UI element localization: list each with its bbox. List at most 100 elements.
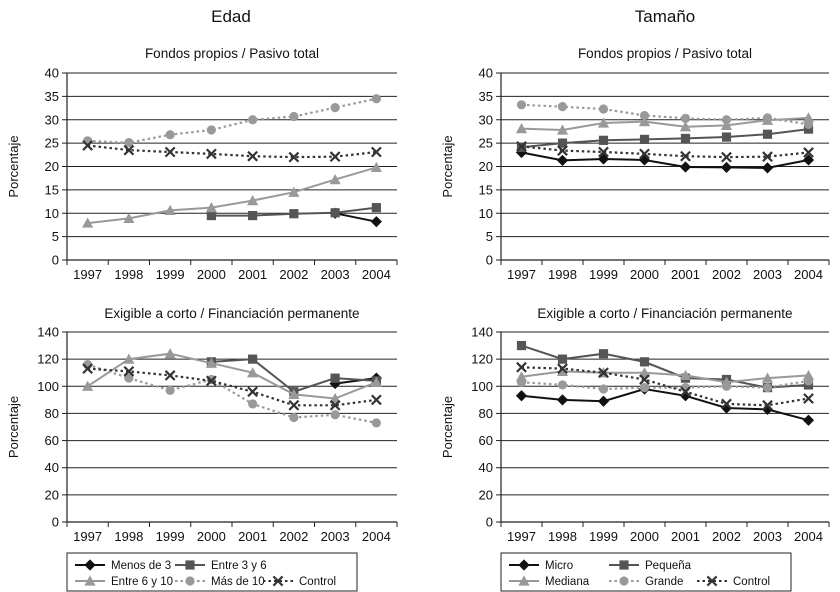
series-line [87,166,377,225]
y-tick-label: 5 [52,229,59,244]
x-tick-label: 2003 [321,267,350,282]
legend-label: Control [299,576,336,588]
chart-panel-tamano-exigible: 0 20 40 60 80 100 120 140 1997 1998 1999 2000 2001 20… [440,306,830,544]
data-point [82,363,94,375]
y-tick-label: 40 [479,66,493,81]
y-tick-label: 5 [486,229,493,244]
series-control [82,363,382,411]
y-tick-label: 0 [52,515,59,530]
data-point [639,383,650,393]
y-tick-label: 120 [37,352,59,367]
y-axis-label: Porcentaje [440,396,455,458]
x-tick-label: 2002 [712,529,741,544]
series-line [521,366,809,407]
x-tick-label: 2001 [238,529,267,544]
x-tick-label: 1999 [589,267,618,282]
data-point [679,161,692,173]
legend-item: Control [697,575,770,588]
data-point [762,151,773,163]
data-point [330,373,340,383]
x-tick-label: 2003 [321,529,350,544]
legend-edad: Menos de 3 Entre 3 y 6 Entre 6 y 10 Más de … [66,552,358,592]
y-tick-label: 80 [479,406,493,421]
series-line [521,370,809,384]
data-point [639,374,650,385]
data-point [165,385,175,395]
data-point [370,394,382,406]
data-point [639,110,650,121]
y-tick-label: 30 [45,112,59,127]
x-tick-label: 2003 [753,267,782,282]
y-tick-label: 40 [45,66,59,81]
x-tick-label: 2004 [794,267,823,282]
y-tick-label: 0 [486,515,493,530]
data-point [598,146,609,158]
y-tick-label: 60 [45,433,59,448]
data-point [371,94,381,104]
series-line [521,387,809,422]
y-axis-label: Porcentaje [6,396,21,458]
data-point [247,195,259,206]
data-point [329,151,341,163]
data-point [720,119,733,130]
column-title-edad: Edad [211,7,251,26]
data-point [248,115,258,125]
y-tick-label: 20 [45,159,59,174]
series-line [521,151,809,169]
data-point [803,124,814,134]
data-point [370,216,382,228]
series-line [334,377,377,385]
panel-title: Exigible a corto / Financiación permanen… [537,306,792,321]
data-point [639,357,650,367]
data-point [762,399,773,411]
series-control [516,361,814,411]
legend-box [500,552,792,592]
data-point [164,348,176,359]
y-tick-label: 15 [45,182,59,197]
x-tick-label: 1998 [548,267,577,282]
x-tick-label: 1998 [114,529,143,544]
data-point [598,349,609,359]
data-point [721,132,732,142]
series-control [516,141,814,163]
y-tick-label: 60 [479,433,493,448]
data-point [330,410,340,420]
x-tick-label: 1999 [156,529,185,544]
data-point [515,390,528,402]
x-tick-label: 2004 [362,267,391,282]
series-entre-3-y-6 [206,203,381,221]
circle-icon [185,576,195,586]
data-point [247,386,259,398]
legend-item: Control [263,575,336,588]
panel-title: Fondos propios / Pasivo total [145,46,319,61]
y-axis-label: Porcentaje [440,135,455,197]
chart-legends: Menos de 3 Entre 3 y 6 Entre 6 y 10 Más de … [66,552,792,592]
data-point [598,367,609,379]
data-point [598,135,609,145]
series-line [334,212,377,223]
legend-label: Pequeña [645,560,692,572]
series-line [521,344,809,389]
data-point [247,150,259,162]
series-line [521,116,809,132]
data-point [123,365,135,377]
x-tick-label: 1997 [507,529,536,544]
x-tick-label: 2000 [630,267,659,282]
y-tick-label: 40 [479,460,493,475]
data-point [516,141,527,152]
x-icon [706,575,718,587]
data-point [124,138,134,148]
data-point [123,212,135,223]
data-point [802,112,815,123]
y-tick-label: 0 [52,253,59,268]
data-point [557,354,568,364]
data-point [762,383,773,393]
y-tick-label: 15 [479,182,493,197]
data-point [802,414,815,426]
legend-item: Mediana [509,575,590,588]
x-tick-label: 2002 [712,267,741,282]
diamond-icon [84,559,96,571]
data-point [206,210,216,221]
legend-item: Micro [509,559,573,572]
legend-label: Menos de 3 [111,560,171,572]
